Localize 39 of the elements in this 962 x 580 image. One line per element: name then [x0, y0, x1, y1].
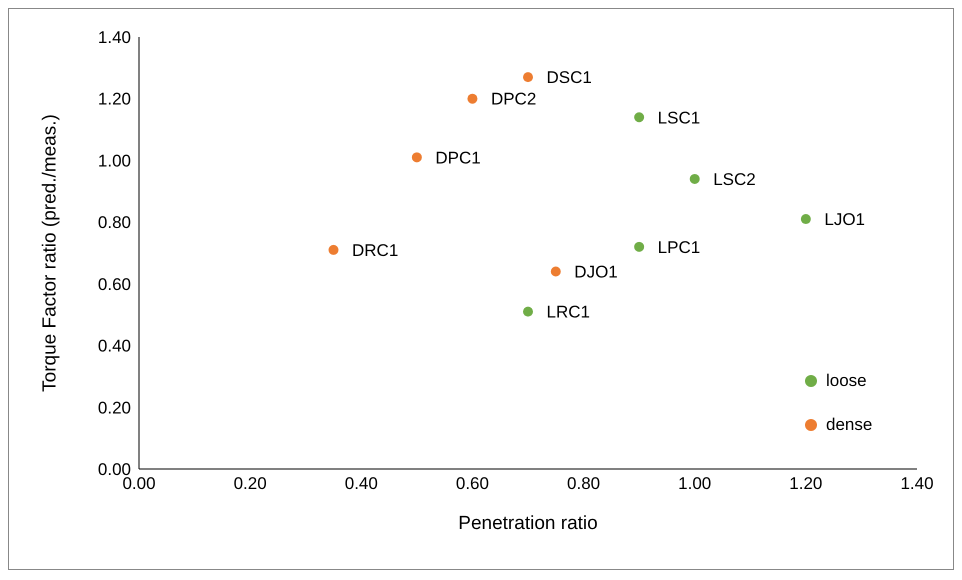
x-tick-label: 1.00	[678, 474, 712, 494]
data-label: DPC2	[490, 90, 536, 109]
x-tick-label: 0.40	[344, 474, 378, 494]
data-label: DJO1	[574, 262, 618, 282]
point	[634, 242, 644, 252]
point	[550, 266, 561, 277]
x-tick-label: 0.20	[234, 474, 267, 494]
x-tick-label: 1.40	[900, 474, 934, 494]
y-tick-label: 1.40	[98, 28, 131, 48]
y-tick-label: 0.60	[98, 274, 131, 294]
data-label: DSC1	[546, 68, 592, 88]
data-label: DPC1	[435, 148, 481, 168]
y-tick-label: 0.20	[98, 398, 131, 418]
x-axis-title: Penetration ratio	[458, 513, 598, 534]
x-tick-label: 0.60	[456, 474, 489, 494]
data-label: LPC1	[658, 238, 700, 257]
data-label: LSC1	[658, 108, 700, 128]
point	[328, 244, 338, 255]
data-label: DRC1	[352, 240, 398, 260]
data-label: LJO1	[824, 210, 866, 230]
point	[800, 214, 811, 224]
y-tick-label: 1.20	[98, 90, 131, 109]
point	[523, 306, 533, 317]
x-tick-label: 1.20	[789, 474, 822, 494]
legend-label: loose	[826, 371, 867, 391]
point	[467, 94, 478, 104]
data-label: LRC1	[546, 302, 590, 322]
point	[690, 174, 700, 184]
y-tick-label: 0.40	[98, 336, 131, 356]
data-label: LSC2	[713, 170, 756, 189]
y-tick-label: 0.80	[98, 213, 131, 232]
x-tick-label: 0.80	[567, 474, 600, 494]
point	[634, 112, 644, 122]
x-tick-label: 0.00	[122, 474, 156, 494]
point	[523, 72, 533, 82]
point	[412, 152, 422, 162]
legend-label: dense	[826, 415, 872, 435]
y-tick-label: 1.00	[98, 151, 131, 170]
y-axis-title: Torque Factor ratio (pred./meas.)	[40, 114, 61, 392]
